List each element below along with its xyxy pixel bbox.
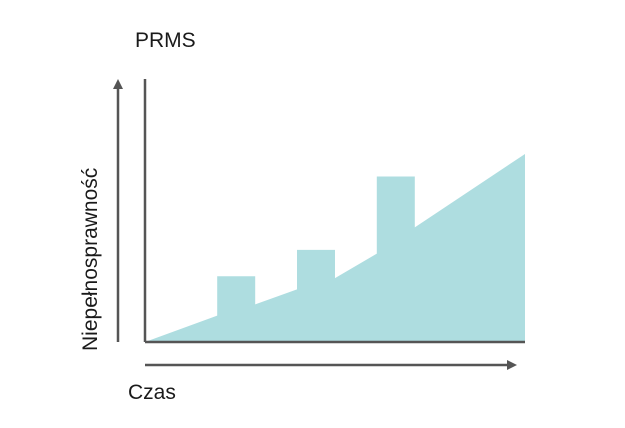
x-axis-label: Czas (128, 381, 176, 404)
disability-area (145, 154, 525, 342)
y-axis-label: Niepełnosprawność (79, 168, 102, 351)
chart-title: PRMS (135, 29, 196, 52)
